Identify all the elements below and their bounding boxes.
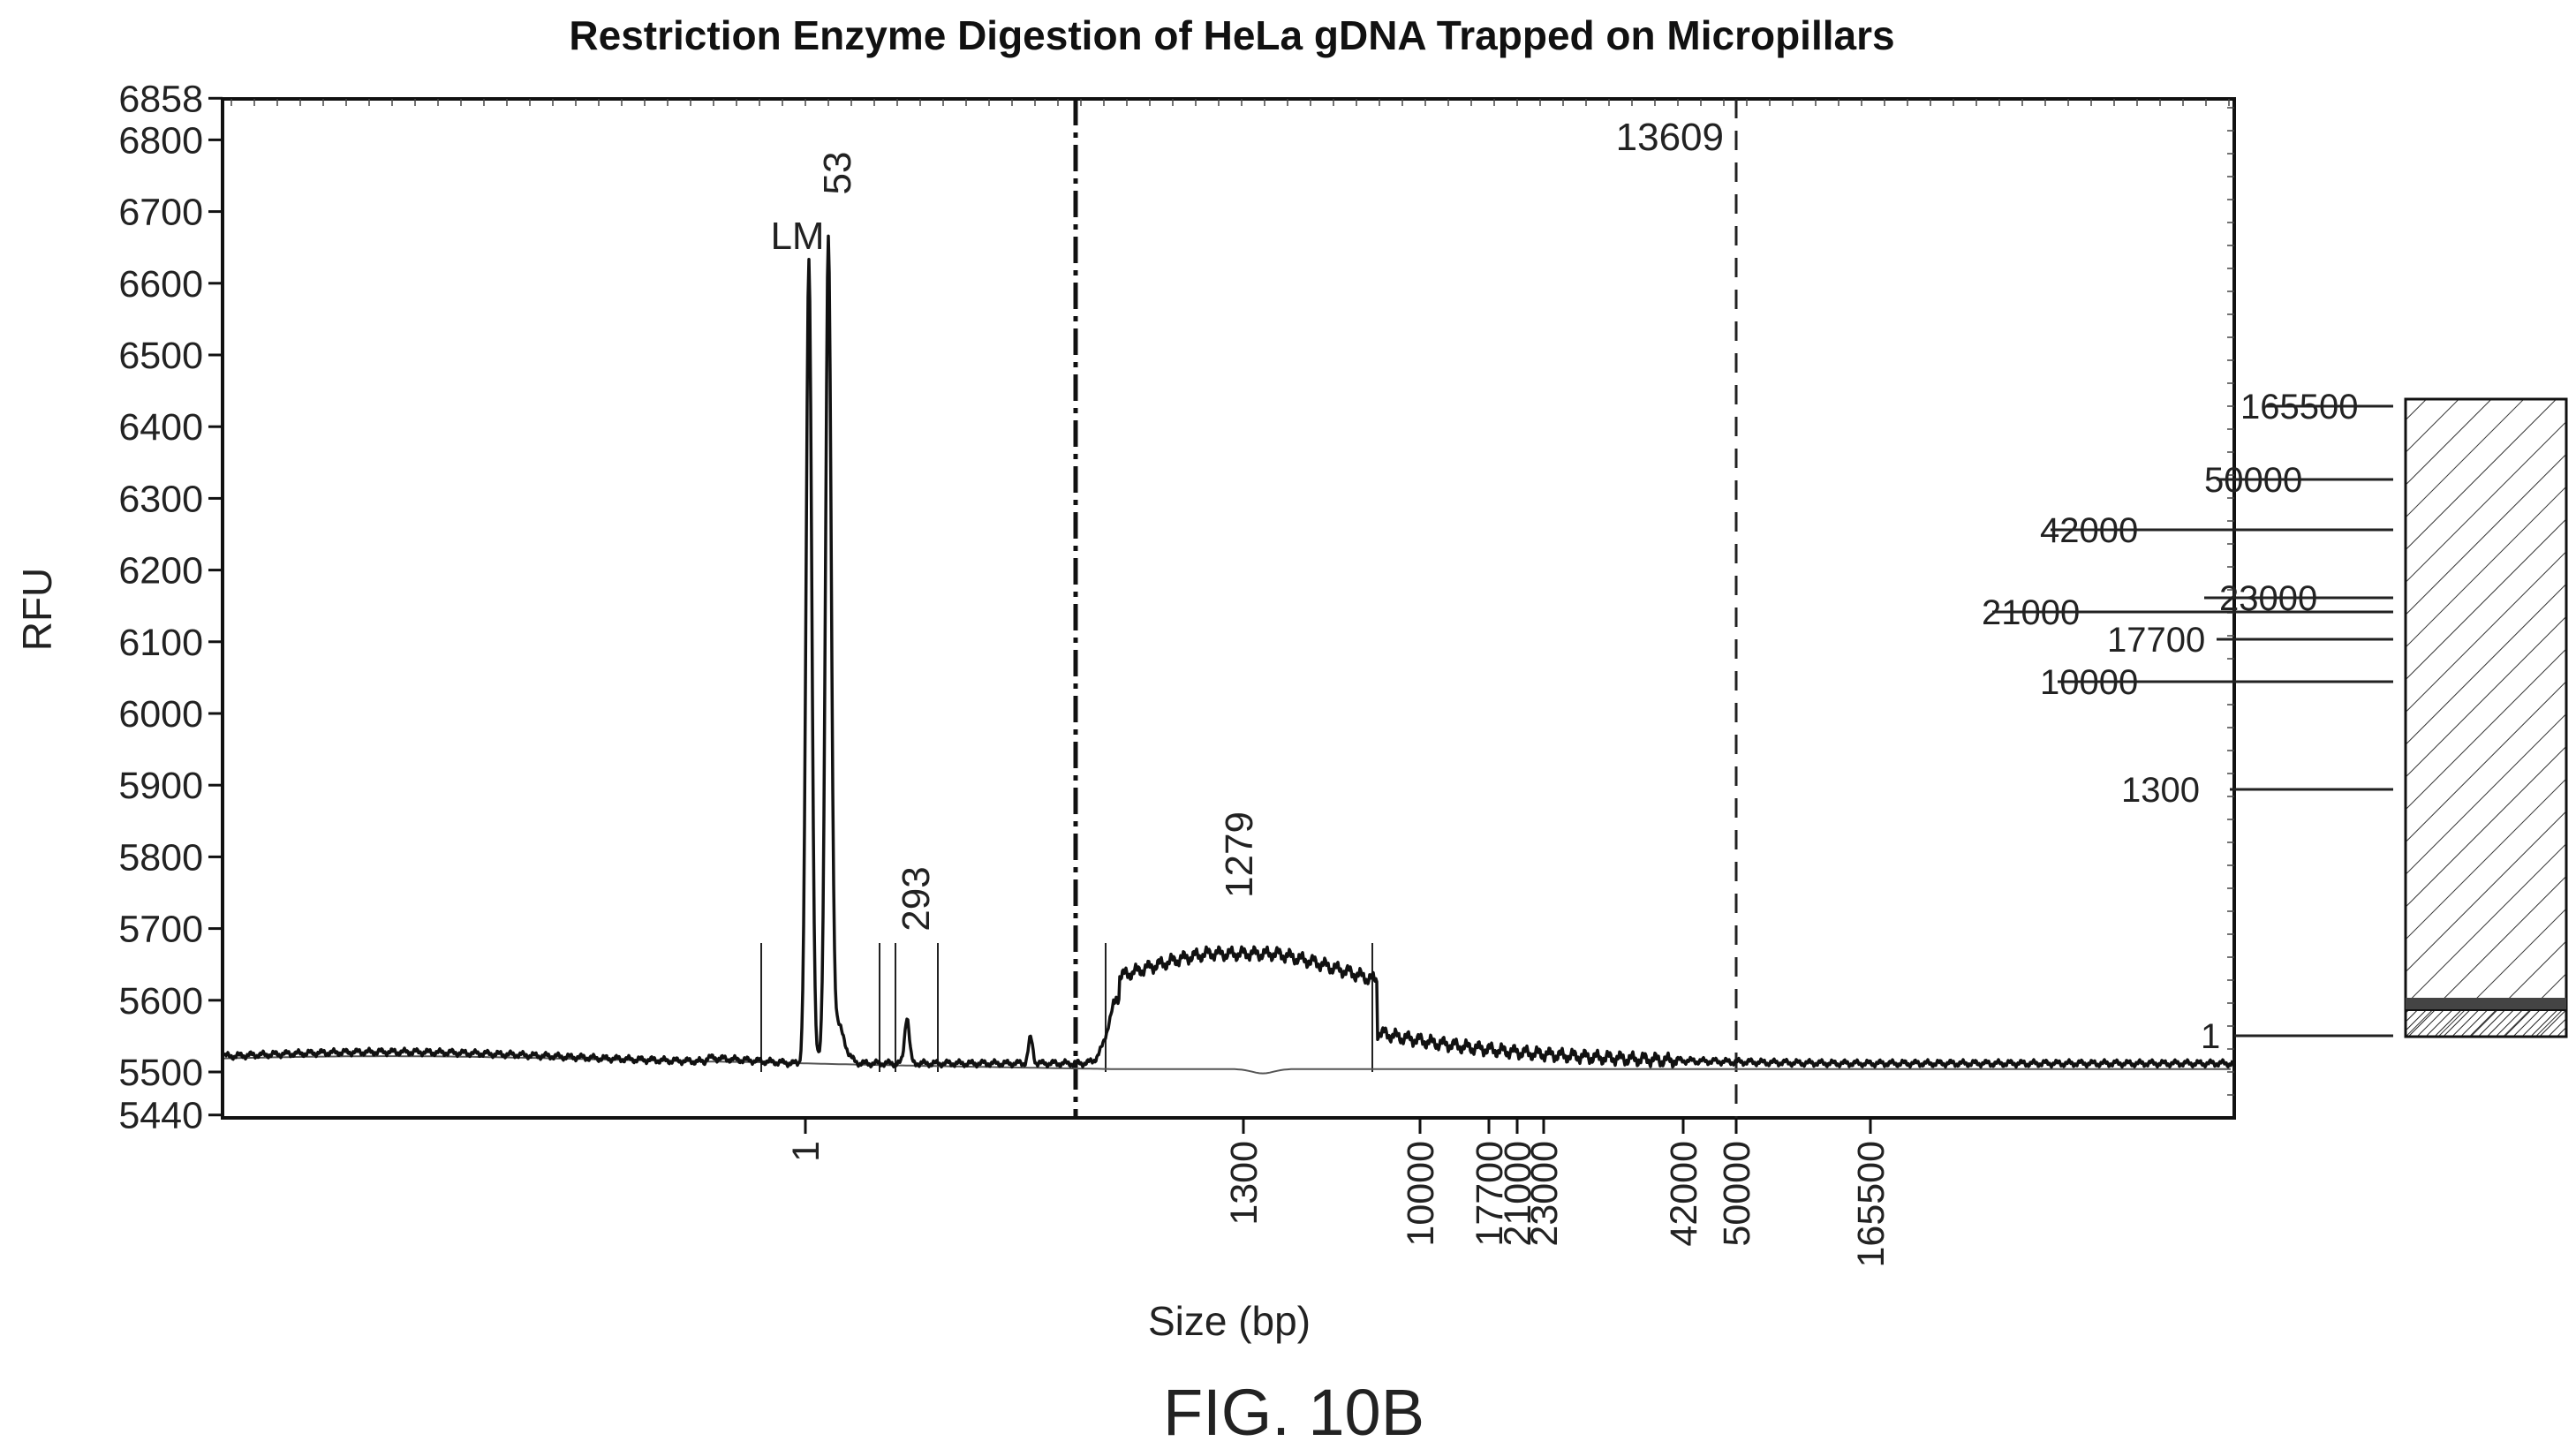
ladder-gel-lane <box>2404 397 2568 1038</box>
x-tick-label: 1 <box>785 1141 827 1162</box>
y-tick-label: 5800 <box>118 836 203 879</box>
y-tick-label: 6700 <box>118 192 203 234</box>
y-tick-label: 5500 <box>118 1052 203 1094</box>
ladder-label: 17700 <box>2107 621 2205 660</box>
y-tick-label: 6300 <box>118 478 203 520</box>
ladder-label: 50000 <box>2204 461 2302 500</box>
peak-markers <box>760 943 1373 1072</box>
y-tick-label: 5440 <box>118 1095 203 1137</box>
x-tick-label: 50000 <box>1716 1141 1758 1247</box>
ladder-label: 42000 <box>2040 511 2138 550</box>
x-tick-label: 10000 <box>1400 1141 1442 1247</box>
x-tick-label: 21000 <box>1497 1141 1539 1247</box>
y-tick-label: 6500 <box>118 335 203 377</box>
y-tick-label: 5700 <box>118 909 203 951</box>
figure-label: FIG. 10B <box>1163 1376 1424 1449</box>
y-tick-label: 6858 <box>118 78 203 120</box>
plot-frame <box>221 97 2236 1120</box>
ladder-lane-body <box>2404 397 2568 1038</box>
y-tick-label: 5900 <box>118 765 203 807</box>
ladder-label: 10000 <box>2040 663 2138 702</box>
series-line-rfu <box>223 234 2234 1069</box>
ladder-label: 1 <box>2201 1017 2220 1056</box>
reference-label-13609: 13609 <box>1616 116 1724 159</box>
y-tick-label: 6600 <box>118 263 203 306</box>
peak-label-1279: 1279 <box>1218 811 1261 898</box>
y-tick-label: 6400 <box>118 406 203 449</box>
chart-title: Restriction Enzyme Digestion of HeLa gDN… <box>569 12 1894 58</box>
ladder-lane-band-dark <box>2406 998 2566 1010</box>
frame-edge-ticks <box>230 99 2234 1096</box>
y-tick-label: 5600 <box>118 980 203 1023</box>
ladder-label: 21000 <box>1982 593 2080 632</box>
y-tick-label: 6000 <box>118 693 203 736</box>
peak-label-53: 53 <box>816 152 859 195</box>
baseline-trace <box>223 1055 2231 1075</box>
ladder-label: 1300 <box>2121 771 2200 810</box>
ladder-lane-band-mesh <box>2405 1009 2567 1038</box>
y-tick-label: 6200 <box>118 550 203 592</box>
x-tick-label: 17700 <box>1469 1141 1511 1247</box>
x-tick-label: 23000 <box>1523 1141 1566 1247</box>
peak-label-293: 293 <box>895 866 938 931</box>
x-tick-label: 42000 <box>1663 1141 1705 1247</box>
x-tick-label: 165500 <box>1850 1141 1892 1268</box>
peak-label-lm: LM <box>770 215 824 258</box>
ladder-label: 165500 <box>2240 388 2358 426</box>
y-tick-label: 6800 <box>118 119 203 162</box>
ladder-labels: 1655005000042000230002100017700100001300… <box>1982 388 2393 1056</box>
y-tick-label: 6100 <box>118 622 203 664</box>
x-tick-label: 1300 <box>1223 1141 1265 1226</box>
y-axis-label: RFU <box>14 568 60 652</box>
x-axis-label: Size (bp) <box>1148 1298 1311 1344</box>
